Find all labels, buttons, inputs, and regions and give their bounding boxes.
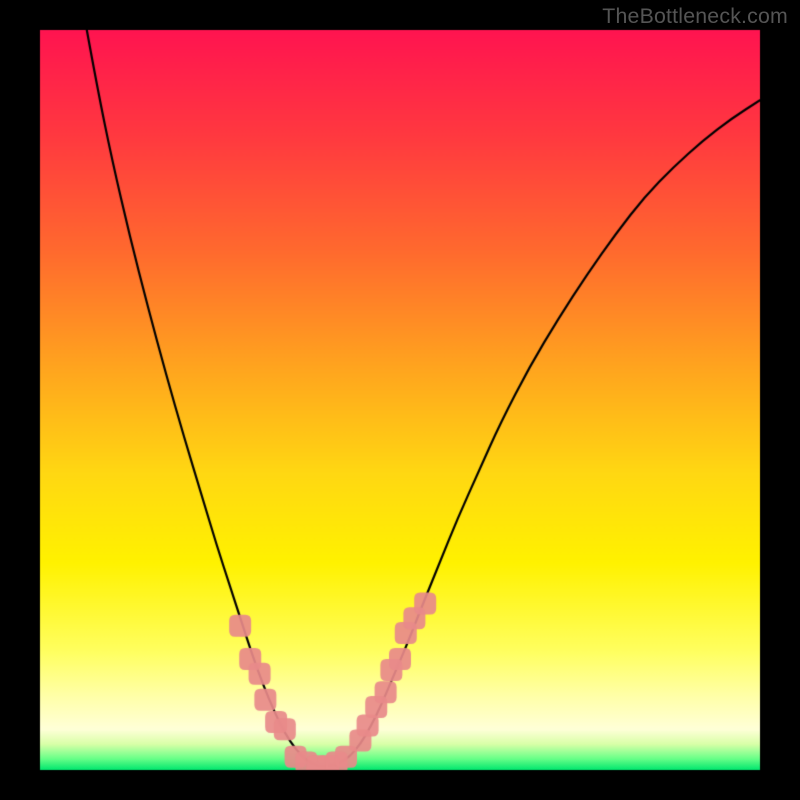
chart-container: TheBottleneck.com xyxy=(0,0,800,800)
bottleneck-v-curve-chart xyxy=(0,0,800,800)
